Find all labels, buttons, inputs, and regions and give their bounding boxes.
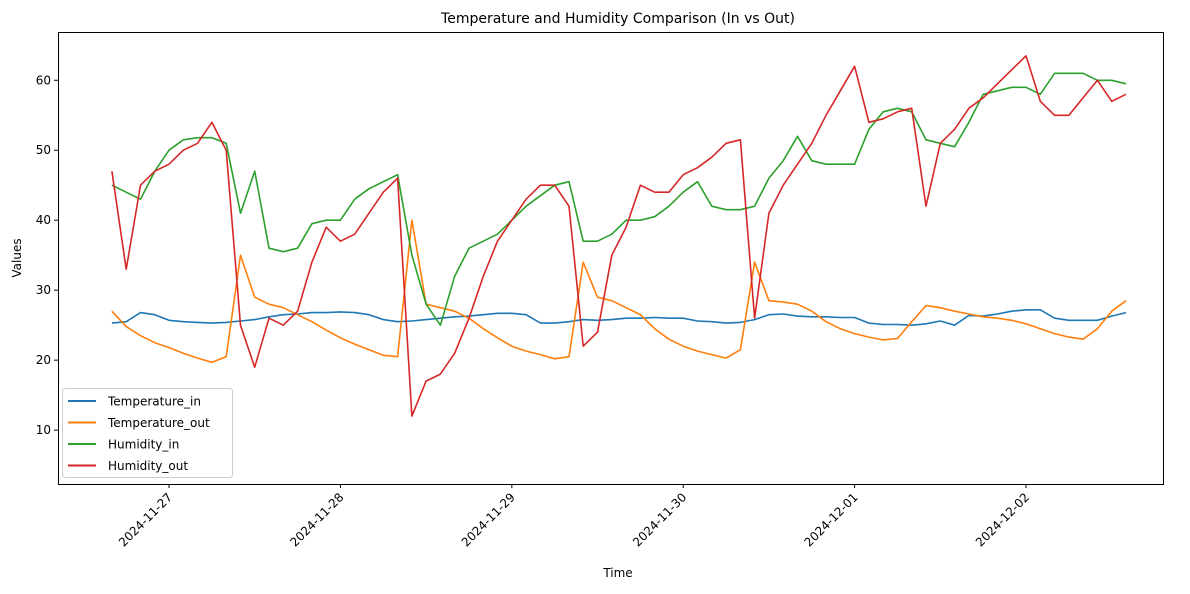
- series-line-temperature-out: [111, 219, 1127, 364]
- x-tick-label: 2024-11-30: [630, 490, 689, 549]
- legend-box: [62, 388, 233, 478]
- chart-title: Temperature and Humidity Comparison (In …: [440, 11, 795, 27]
- y-tick-label: 50: [36, 143, 51, 157]
- x-axis: 2024-11-27 2024-11-28 2024-11-29 2024-11-30…: [116, 484, 1032, 549]
- series-line-humidity-out: [111, 55, 1127, 417]
- y-axis: 10 20 30 40 50 60: [36, 73, 58, 437]
- y-axis-label: Values: [10, 238, 24, 277]
- y-tick-label: 40: [36, 213, 51, 227]
- legend-label: Humidity_out: [108, 459, 188, 473]
- y-tick-label: 30: [36, 283, 51, 297]
- y-tick-label: 60: [36, 73, 51, 87]
- legend-label: Temperature_out: [107, 416, 210, 430]
- series-line-humidity-in: [111, 72, 1127, 326]
- x-tick-label: 2024-11-28: [287, 490, 346, 549]
- y-tick-label: 10: [36, 423, 51, 437]
- series-line-temperature-in: [111, 309, 1127, 326]
- plot-frame: [58, 32, 1164, 485]
- x-tick-label: 2024-11-29: [459, 490, 518, 549]
- legend-label: Temperature_in: [107, 395, 201, 409]
- x-tick-label: 2024-12-01: [802, 490, 861, 549]
- x-tick-label: 2024-11-27: [116, 490, 175, 549]
- legend: Temperature_in Temperature_out Humidity_in…: [62, 388, 233, 478]
- x-axis-label: Time: [602, 566, 632, 580]
- y-tick-label: 20: [36, 353, 51, 367]
- series-layer: [111, 55, 1127, 417]
- x-tick-label: 2024-12-02: [973, 490, 1032, 549]
- legend-label: Humidity_in: [108, 438, 179, 452]
